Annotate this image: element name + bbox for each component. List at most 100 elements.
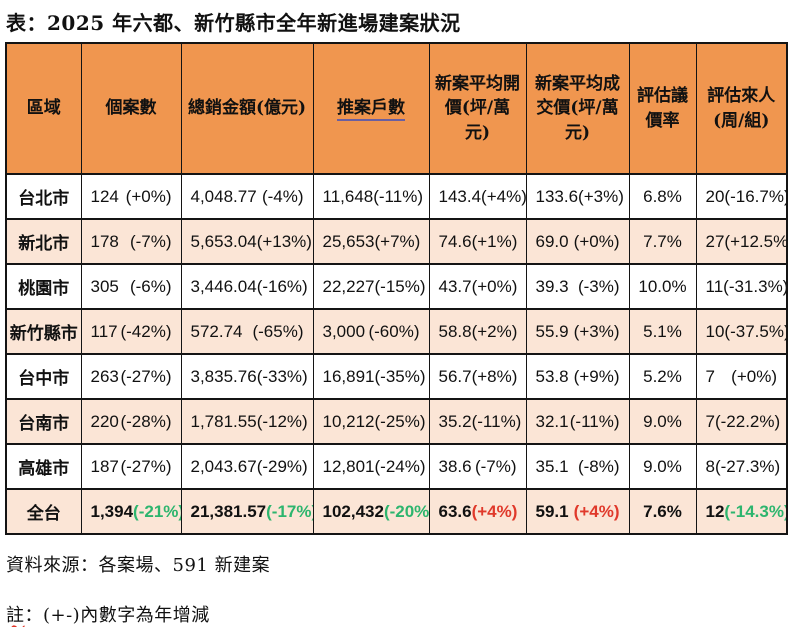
table-row: 桃園市 305 (-6%) 3,446.04 (-16%) 22,227 (-15%) 43.… bbox=[5, 263, 788, 310]
value-cell: 3,835.76 (-33%) bbox=[180, 353, 314, 400]
table-row: 新北市 178 (-7%) 5,653.04 (+13%) 25,653 (+7%) 74.6… bbox=[5, 218, 788, 265]
value-cell: 10 (-37.5%) bbox=[695, 308, 788, 355]
table-row: 台南市 220 (-28%) 1,781.55 (-12%) 10,212 (-25%) 35… bbox=[5, 398, 788, 445]
cell-percent: (-24%) bbox=[374, 456, 426, 476]
cell-percent: (-35%) bbox=[374, 366, 426, 386]
cell-value: 21,381.57 bbox=[190, 501, 267, 521]
header-label: 新案平均成交價(坪/萬元) bbox=[535, 73, 620, 143]
value-cell: 20 (-16.7%) bbox=[695, 173, 788, 220]
value-cell: 74.6 (+1%) bbox=[428, 218, 527, 265]
value-cell: 12,801 (-24%) bbox=[312, 443, 430, 490]
header-label: 總銷金額(億元) bbox=[187, 98, 307, 119]
value-cell: 39.3 (-3%) bbox=[525, 263, 630, 310]
header-visitors: 評估來人(周/組) bbox=[695, 42, 788, 175]
cell-value: 143.4 bbox=[438, 186, 482, 206]
region-cell: 台中市 bbox=[5, 353, 82, 400]
cell-value: 11,648 bbox=[322, 186, 374, 206]
cell-value: 59.1 bbox=[535, 501, 569, 521]
value-cell: 10,212 (-25%) bbox=[312, 398, 430, 445]
cell-percent: (-17%) bbox=[266, 501, 313, 521]
cell-value: 5,653.04 bbox=[190, 231, 257, 251]
value-cell: 53.8 (+9%) bbox=[525, 353, 630, 400]
header-label: 評估來人(周/組) bbox=[707, 85, 776, 131]
value-cell: 22,227 (-15%) bbox=[312, 263, 430, 310]
cell-value: 4,048.77 bbox=[190, 186, 257, 206]
cell-value: 43.7 bbox=[438, 276, 472, 296]
value-cell: 38.6 (-7%) bbox=[428, 443, 527, 490]
cell-value: 9.0% bbox=[643, 411, 682, 431]
header-cases: 個案數 bbox=[80, 42, 182, 175]
cell-percent: (-4%) bbox=[261, 186, 304, 206]
value-cell: 5,653.04 (+13%) bbox=[180, 218, 314, 265]
cell-value: 32.1 bbox=[535, 411, 569, 431]
cell-percent: (-20%) bbox=[383, 501, 429, 521]
cell-percent: (+3%) bbox=[578, 186, 624, 206]
table-row: 全台 1,394 (-21%) 21,381.57 (-17%) 102,432 (-20%… bbox=[5, 488, 788, 535]
cell-percent: (-14.3%) bbox=[724, 501, 787, 521]
cell-value: 63.6 bbox=[438, 501, 472, 521]
cell-percent: (+12.5%) bbox=[724, 231, 787, 251]
cell-percent: (-29%) bbox=[256, 456, 308, 476]
cell-percent: (-11%) bbox=[471, 411, 522, 431]
value-cell: 7 (+0%) bbox=[695, 353, 788, 400]
cell-value: 16,891 bbox=[322, 366, 375, 386]
header-label: 個案數 bbox=[105, 98, 157, 119]
cell-value: 39.3 bbox=[535, 276, 569, 296]
value-cell: 220 (-28%) bbox=[80, 398, 182, 445]
cell-value: 572.74 bbox=[190, 321, 243, 341]
value-cell: 56.7 (+8%) bbox=[428, 353, 527, 400]
value-cell: 69.0 (+0%) bbox=[525, 218, 630, 265]
cell-value: 263 bbox=[90, 366, 119, 386]
cell-value: 9.0% bbox=[643, 456, 682, 476]
note-prefix: 註 bbox=[6, 605, 25, 626]
cell-value: 56.7 bbox=[438, 366, 472, 386]
cell-percent: (-8%) bbox=[577, 456, 620, 476]
value-cell: 11,648 (-11%) bbox=[312, 173, 430, 220]
value-cell: 27 (+12.5%) bbox=[695, 218, 788, 265]
value-cell: 59.1 (+4%) bbox=[525, 488, 630, 535]
note-text: ：(+-)內數字為年增減 bbox=[24, 605, 210, 626]
value-cell: 43.7 (+0%) bbox=[428, 263, 527, 310]
region-cell: 全台 bbox=[5, 488, 82, 535]
cell-value: 35.1 bbox=[535, 456, 569, 476]
legend-note: 註：(+-)內數字為年增減 bbox=[6, 601, 800, 627]
value-cell: 9.0% bbox=[628, 443, 697, 490]
cell-value: 55.9 bbox=[535, 321, 569, 341]
value-cell: 4,048.77 (-4%) bbox=[180, 173, 314, 220]
cell-percent: (-42%) bbox=[120, 321, 172, 341]
cell-value: 6.8% bbox=[643, 186, 682, 206]
cell-percent: (-27.3%) bbox=[714, 456, 781, 476]
cell-value: 102,432 bbox=[322, 501, 384, 521]
cell-percent: (-15%) bbox=[374, 276, 426, 296]
value-cell: 133.6 (+3%) bbox=[525, 173, 630, 220]
header-total-sales: 總銷金額(億元) bbox=[180, 42, 314, 175]
cell-percent: (+0%) bbox=[573, 231, 620, 251]
value-cell: 32.1 (-11%) bbox=[525, 398, 630, 445]
cell-value: 3,446.04 bbox=[190, 276, 257, 296]
header-region: 區域 bbox=[5, 42, 82, 175]
value-cell: 7.7% bbox=[628, 218, 697, 265]
value-cell: 124 (+0%) bbox=[80, 173, 182, 220]
table-body: 台北市 124 (+0%) 4,048.77 (-4%) 11,648 (-11%) 143.… bbox=[5, 173, 788, 535]
cell-value: 5.2% bbox=[643, 366, 682, 386]
cell-value: 27 bbox=[705, 231, 725, 251]
cell-percent: (-22.2%) bbox=[714, 411, 781, 431]
value-cell: 5.1% bbox=[628, 308, 697, 355]
region-cell: 桃園市 bbox=[5, 263, 82, 310]
value-cell: 1,781.55 (-12%) bbox=[180, 398, 314, 445]
cell-value: 1,781.55 bbox=[190, 411, 257, 431]
cell-percent: (-33%) bbox=[256, 366, 308, 386]
table-row: 台北市 124 (+0%) 4,048.77 (-4%) 11,648 (-11%) 143.… bbox=[5, 173, 788, 220]
value-cell: 102,432(-20%) bbox=[312, 488, 430, 535]
cell-percent: (+1%) bbox=[471, 231, 518, 251]
header-label: 區域 bbox=[26, 98, 61, 119]
cell-percent: (+0%) bbox=[731, 366, 777, 386]
cell-value: 3,000 bbox=[322, 321, 366, 341]
cell-value: 12 bbox=[705, 501, 725, 521]
value-cell: 6.8% bbox=[628, 173, 697, 220]
value-cell: 187 (-27%) bbox=[80, 443, 182, 490]
value-cell: 55.9 (+3%) bbox=[525, 308, 630, 355]
header-negotiation-rate: 評估議價率 bbox=[628, 42, 697, 175]
cell-value: 10,212 bbox=[322, 411, 375, 431]
cell-percent: (-27%) bbox=[120, 456, 172, 476]
